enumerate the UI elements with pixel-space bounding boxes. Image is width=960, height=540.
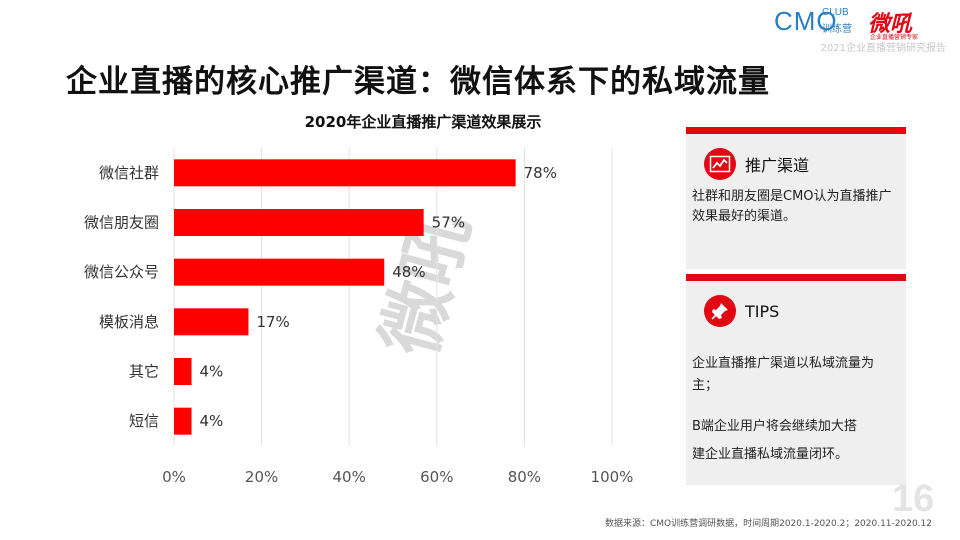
bar [174, 258, 385, 286]
category-label: 微信朋友圈 [84, 214, 159, 232]
bar [174, 407, 192, 435]
brand-logo: CMO CLUB 训练营 微吼 企业直播营销专家 [774, 6, 944, 48]
tips-card-title: TIPS [745, 301, 780, 321]
logo-club-text: CLUB [822, 7, 849, 18]
channel-card-line: 效果最好的渠道。 [692, 209, 797, 224]
logo-sub-text: 企业直播营销专家 [870, 34, 919, 41]
logo-weihou-text: 微吼 [868, 12, 913, 37]
category-label: 其它 [129, 363, 159, 381]
channel-card-body: 社群和朋友圈是CMO认为直播推广 效果最好的渠道。 [692, 187, 898, 227]
data-label: 17% [256, 313, 289, 331]
category-label: 微信社群 [99, 164, 159, 182]
category-label: 短信 [129, 412, 159, 430]
x-tick-label: 40% [333, 468, 366, 486]
channel-card-title: 推广渠道 [745, 156, 810, 175]
data-label: 4% [200, 412, 224, 430]
logo-cmo-text: CMO [774, 6, 838, 36]
x-tick-label: 60% [420, 468, 453, 486]
page-number: 16 [892, 478, 935, 520]
x-tick-label: 100% [591, 468, 634, 486]
bar [174, 308, 249, 336]
bar [174, 209, 424, 236]
report-subtitle: 2021企业直播营销研究报告 [820, 43, 946, 54]
x-tick-label: 80% [508, 468, 541, 486]
data-label: 57% [432, 214, 465, 232]
x-tick-label: 20% [245, 468, 278, 486]
tip-one: 企业直播推广渠道以私域流量为 主； [692, 354, 898, 398]
x-tick-label: 0% [162, 468, 186, 486]
tips-card: TIPS 企业直播推广渠道以私域流量为 主； B端企业用户将会继续加大搭 建企业… [686, 274, 906, 485]
data-source-note: 数据来源：CMO训练营调研数据，时间周期2020.1-2020.2；2020.1… [604, 519, 932, 529]
data-label: 78% [524, 164, 557, 182]
category-label: 微信公众号 [84, 263, 159, 281]
channel-card: 推广渠道 社群和朋友圈是CMO认为直播推广 效果最好的渠道。 [686, 127, 906, 269]
page-title: 企业直播的核心推广渠道：微信体系下的私域流量 [66, 64, 770, 100]
category-label: 模板消息 [99, 313, 159, 331]
tip-two: B端企业用户将会继续加大搭 建企业直播私域流量闭环。 [692, 414, 898, 470]
data-label: 48% [392, 263, 425, 281]
tip-two-line: B端企业用户将会继续加大搭 [692, 419, 857, 434]
logo-train-text: 训练营 [822, 24, 852, 35]
bar [174, 159, 516, 187]
bar-chart: 微吼 2020年企业直播推广渠道效果展示 0% 20% 40% 60% 80% 100%微… [84, 113, 634, 486]
bar [174, 358, 192, 385]
tip-one-line: 主； [692, 378, 719, 393]
chart-title: 2020年企业直播推广渠道效果展示 [305, 113, 542, 131]
pushpin-icon [704, 295, 736, 327]
tip-one-line: 企业直播推广渠道以私域流量为 [692, 356, 875, 371]
data-label: 4% [200, 363, 224, 381]
channel-card-line: 社群和朋友圈是CMO认为直播推广 [692, 189, 892, 204]
tip-two-line: 建企业直播私域流量闭环。 [692, 447, 849, 462]
line-chart-icon [704, 148, 736, 180]
